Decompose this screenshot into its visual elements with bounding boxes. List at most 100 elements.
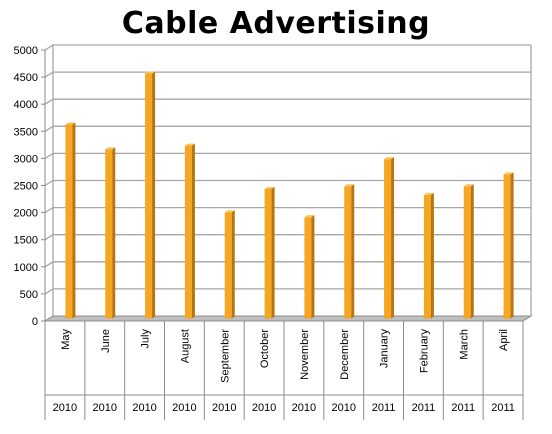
x-tick-label: July [140, 329, 152, 349]
gridline [44, 125, 531, 132]
x-tick-label: February [418, 329, 430, 374]
bar-top [145, 71, 156, 74]
gridline [44, 234, 531, 241]
x-tick-label: January [379, 329, 391, 369]
bar [384, 157, 395, 319]
year-label: 2010 [93, 402, 117, 414]
bar-front [264, 188, 272, 319]
bar [145, 71, 156, 319]
bar-side [112, 147, 116, 319]
y-tick-label: 5000 [14, 45, 38, 57]
bar [65, 122, 76, 319]
chart-title: Cable Advertising [121, 6, 431, 41]
bar-front [65, 124, 73, 319]
bar-front [503, 174, 511, 319]
year-label: 2011 [412, 402, 436, 414]
bar [264, 186, 275, 319]
bar-side [430, 192, 434, 319]
y-axis-labels: 0 500 1000 1500 2000 2500 3000 3500 4000 4500 5000 [14, 45, 46, 328]
bar-side [191, 143, 195, 319]
bar-side [152, 71, 156, 319]
y-tick-label: 3000 [14, 153, 38, 165]
bar-top [224, 210, 235, 213]
y-tick-label: 2000 [14, 208, 38, 220]
bar [105, 147, 116, 319]
bar-side [311, 215, 315, 319]
year-label: 2010 [212, 402, 236, 414]
gridline [44, 179, 531, 187]
gridline [44, 44, 531, 51]
y-tick-label: 3500 [14, 126, 38, 138]
bar-side [391, 157, 395, 319]
bar-side [271, 186, 275, 319]
gridline [44, 261, 531, 268]
gridline [44, 71, 531, 78]
y-tick-label: 4000 [14, 99, 38, 111]
bar-front [184, 145, 192, 319]
gridlines [44, 44, 531, 295]
bar-side [72, 122, 76, 319]
bar-side [510, 172, 514, 319]
x-tick-label: October [259, 329, 271, 368]
bar-top [344, 184, 355, 187]
y-tick-label: 1000 [14, 262, 38, 274]
x-tick-label: April [498, 329, 510, 351]
year-label: 2010 [132, 402, 156, 414]
bar-top [423, 192, 434, 195]
bar-top [304, 215, 315, 218]
x-tick-label: December [339, 329, 351, 380]
bar [344, 184, 355, 319]
gridline [44, 206, 531, 214]
bar-top [264, 186, 275, 189]
x-tick-label: August [179, 329, 191, 363]
bar-top [384, 157, 395, 160]
bar-top [503, 172, 514, 175]
y-tick-label: 500 [20, 289, 38, 301]
x-tick-label: June [100, 329, 112, 353]
bar [463, 184, 474, 319]
year-label: 2010 [172, 402, 196, 414]
bar-front [463, 186, 471, 319]
bar-side [470, 184, 474, 319]
year-label: 2011 [451, 402, 475, 414]
floor [43, 315, 533, 322]
bar-side [351, 184, 355, 319]
year-label: 2010 [332, 402, 356, 414]
year-label: 2011 [491, 402, 515, 414]
bar [304, 215, 315, 319]
bar-front [105, 149, 113, 319]
x-tick-label: May [60, 329, 72, 350]
y-tick-label: 4500 [14, 72, 38, 84]
year-label: 2010 [53, 402, 77, 414]
bars [65, 71, 514, 319]
year-label: 2010 [292, 402, 316, 414]
x-tick-label: November [299, 329, 311, 380]
bar-side [231, 210, 235, 319]
year-label: 2010 [252, 402, 276, 414]
bar-top [184, 143, 195, 146]
bar [503, 172, 514, 319]
x-tick-label: March [458, 329, 470, 360]
y-tick-label: 1500 [14, 235, 38, 247]
bar-front [384, 159, 392, 319]
bar-front [344, 186, 352, 319]
bar [423, 192, 434, 319]
category-table: May 2010 June 2010 July 2010 August 2010 Septemb… [44, 321, 524, 420]
gridline [44, 288, 531, 295]
bar [184, 143, 195, 319]
bar-front [423, 194, 431, 319]
year-label: 2011 [372, 402, 396, 414]
y-tick-label: 0 [32, 316, 38, 328]
bar-top [463, 184, 474, 187]
gridline [44, 98, 531, 105]
bar-front [145, 73, 153, 319]
bar-front [224, 212, 232, 319]
bar-top [105, 147, 116, 150]
x-tick-label: September [219, 329, 231, 383]
bar [224, 210, 235, 319]
bar-front [304, 217, 312, 319]
bar-top [65, 122, 76, 125]
gridline [44, 152, 531, 159]
chart-walls [43, 44, 533, 322]
